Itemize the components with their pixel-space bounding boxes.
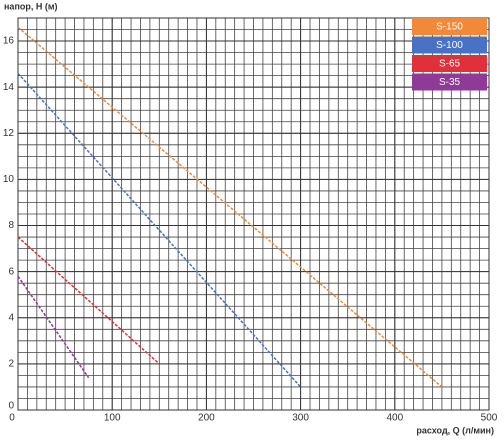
- y-tick-label: 4: [8, 312, 14, 323]
- plot-border: [17, 17, 490, 411]
- series-line: [17, 72, 302, 388]
- x-tick-label: 100: [104, 413, 121, 424]
- x-tick-label: 0: [9, 413, 15, 424]
- y-axis-title: напор, H (м): [4, 1, 58, 11]
- y-tick-label: 16: [3, 36, 15, 47]
- x-tick-label: 200: [198, 413, 215, 424]
- x-tick-label: 400: [386, 413, 403, 424]
- y-tick-label: 2: [8, 359, 14, 370]
- legend-label: S-65: [439, 59, 461, 70]
- series-line: [17, 275, 90, 379]
- y-tick-label: 14: [3, 82, 15, 93]
- x-axis-title: расход, Q (л/мин): [416, 425, 494, 435]
- legend-label: S-100: [436, 40, 463, 51]
- x-tick-label: 300: [292, 413, 309, 424]
- legend-swatch: [412, 55, 487, 72]
- legend-label: S-35: [439, 77, 461, 88]
- y-tick-label: 6: [8, 266, 14, 277]
- legend-swatch: [412, 36, 487, 54]
- legend-swatch: [412, 73, 487, 91]
- series-line: [17, 26, 443, 388]
- y-tick-label: 12: [3, 128, 15, 139]
- series-line: [17, 236, 160, 365]
- y-tick-label: 0: [8, 401, 14, 412]
- legend-swatch: [412, 18, 487, 35]
- y-tick-label: 10: [3, 174, 15, 185]
- x-tick-label: 500: [481, 413, 498, 424]
- y-tick-label: 8: [8, 220, 14, 231]
- legend-label: S-150: [436, 22, 463, 33]
